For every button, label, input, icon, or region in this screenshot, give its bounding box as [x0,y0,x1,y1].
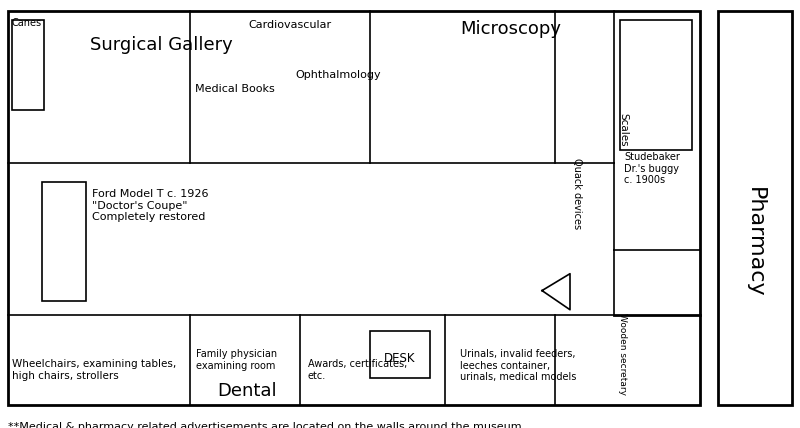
Text: Medical Books: Medical Books [195,84,274,95]
Bar [12,20,44,110]
Text: Quack devices: Quack devices [572,158,582,229]
Bar [8,11,700,405]
Bar [620,20,692,150]
Text: Pharmacy: Pharmacy [745,187,765,297]
Bar [370,331,430,378]
Text: Wooden secretary: Wooden secretary [618,313,627,395]
Text: Wheelchairs, examining tables,
high chairs, strollers: Wheelchairs, examining tables, high chai… [12,359,176,380]
Text: Cardiovascular: Cardiovascular [248,20,331,30]
Text: Canes: Canes [12,18,42,28]
Bar [718,11,792,405]
Text: Surgical Gallery: Surgical Gallery [90,36,233,54]
Text: Awards, certificates,
etc.: Awards, certificates, etc. [308,359,407,380]
Text: DESK: DESK [384,352,416,365]
Text: Scales: Scales [618,113,628,146]
Text: **Medical & pharmacy related advertisements are located on the walls around the : **Medical & pharmacy related advertiseme… [8,422,522,428]
Text: Family physician
examining room: Family physician examining room [196,349,277,371]
Bar [42,182,86,301]
Text: Urinals, invalid feeders,
leeches container,
urinals, medical models: Urinals, invalid feeders, leeches contai… [460,349,576,382]
Text: Studebaker
Dr.'s buggy
c. 1900s: Studebaker Dr.'s buggy c. 1900s [624,152,680,185]
Text: Ophthalmology: Ophthalmology [295,70,381,80]
Text: Ford Model T c. 1926
"Doctor's Coupe"
Completely restored: Ford Model T c. 1926 "Doctor's Coupe" Co… [92,189,209,223]
Text: Microscopy: Microscopy [460,20,561,38]
Text: Dental: Dental [217,382,277,400]
